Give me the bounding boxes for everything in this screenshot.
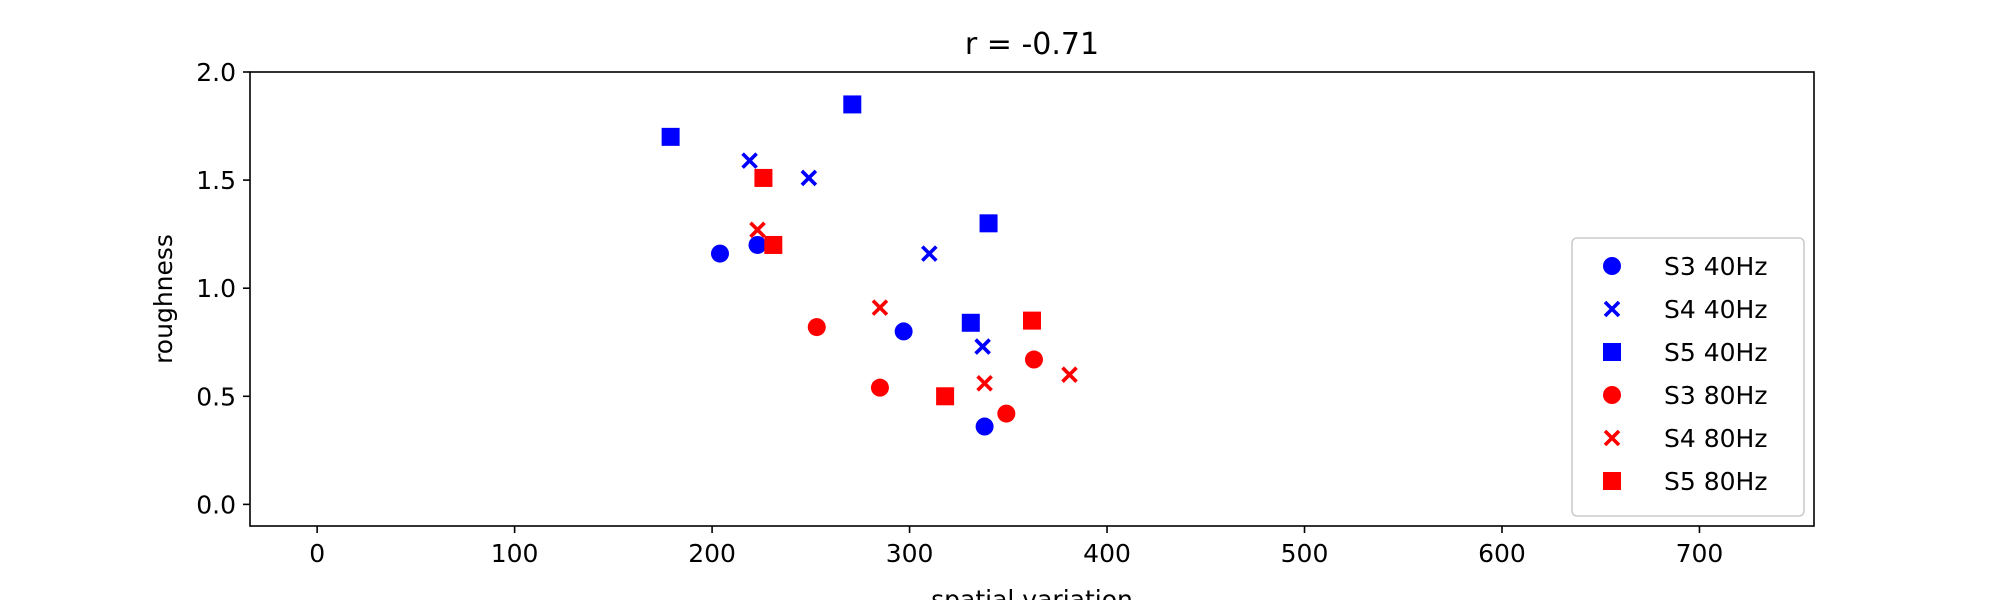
legend-label: S3 40Hz [1664, 252, 1767, 281]
data-point [754, 168, 773, 187]
data-point [748, 235, 767, 254]
data-point [961, 313, 980, 332]
y-tick-label: 0.5 [196, 382, 236, 411]
data-point [979, 214, 998, 233]
legend-label: S3 80Hz [1664, 381, 1767, 410]
x-axis-title: spatial variation [931, 585, 1133, 600]
series-s5-80hz [754, 168, 1041, 406]
data-point [997, 404, 1016, 423]
data-point [710, 244, 729, 263]
legend-marker [1603, 386, 1621, 404]
series-s5-40hz [661, 95, 998, 332]
legend-marker [1603, 257, 1621, 275]
y-axis: 0.0 0.5 1.0 1.5 2.0 [196, 58, 250, 519]
plot-frame [249, 71, 1815, 527]
data-point [871, 299, 889, 316]
y-axis-title: roughness [149, 234, 178, 364]
data-point [1061, 366, 1078, 383]
series-s3-80hz [807, 318, 1043, 423]
legend-marker [1603, 343, 1621, 361]
x-tick-label: 0 [309, 539, 325, 568]
data-point [807, 318, 826, 337]
data-point [764, 235, 783, 254]
data-point [661, 127, 680, 146]
data-point [921, 245, 938, 262]
data-point [749, 221, 766, 239]
series-s3-40hz [710, 235, 994, 436]
data-point [975, 417, 994, 436]
x-tick-label: 300 [886, 539, 934, 568]
x-tick-label: 400 [1083, 539, 1131, 568]
data-point [741, 152, 758, 169]
legend-box [1571, 237, 1805, 517]
data-point [894, 322, 913, 341]
x-tick-label: 500 [1281, 539, 1329, 568]
data-point [800, 169, 818, 187]
data-point [870, 378, 889, 397]
y-tick-label: 1.5 [196, 166, 236, 195]
legend-label: S5 40Hz [1664, 338, 1767, 367]
x-tick-label: 600 [1478, 539, 1526, 568]
data-points [661, 95, 1078, 436]
legend-marker [1603, 300, 1621, 318]
x-tick-label: 200 [688, 539, 736, 568]
legend: S3 40Hz S4 40Hz S5 40Hz S3 80Hz S4 80Hz S5 80… [1571, 237, 1805, 517]
x-tick-label: 100 [491, 539, 539, 568]
legend-label: S4 40Hz [1664, 295, 1767, 324]
series-s4-40hz [741, 152, 991, 355]
data-point [843, 95, 862, 114]
chart-title: r = -0.71 [965, 27, 1099, 62]
y-tick-label: 2.0 [196, 58, 236, 87]
data-point [1024, 350, 1043, 369]
y-tick-label: 0.0 [196, 490, 236, 519]
legend-label: S5 80Hz [1664, 467, 1767, 496]
x-axis: 0 100 200 300 400 500 600 700 [309, 526, 1723, 568]
data-point [936, 387, 955, 406]
data-point [1023, 311, 1041, 330]
legend-marker [1603, 429, 1621, 447]
legend-label: S4 80Hz [1664, 424, 1767, 453]
series-s4-80hz [749, 221, 1078, 392]
data-point [974, 338, 991, 355]
y-tick-label: 1.0 [196, 274, 236, 303]
legend-marker [1603, 472, 1621, 490]
data-point [976, 375, 993, 392]
x-tick-label: 700 [1676, 539, 1724, 568]
